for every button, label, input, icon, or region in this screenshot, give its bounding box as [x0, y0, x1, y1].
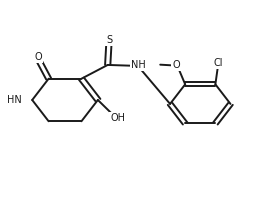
Text: HN: HN	[7, 95, 22, 105]
Text: O: O	[34, 52, 42, 62]
Text: S: S	[106, 35, 112, 45]
Text: Cl: Cl	[213, 58, 223, 68]
Text: OH: OH	[110, 113, 125, 123]
Text: O: O	[172, 60, 180, 70]
Text: NH: NH	[130, 60, 145, 70]
